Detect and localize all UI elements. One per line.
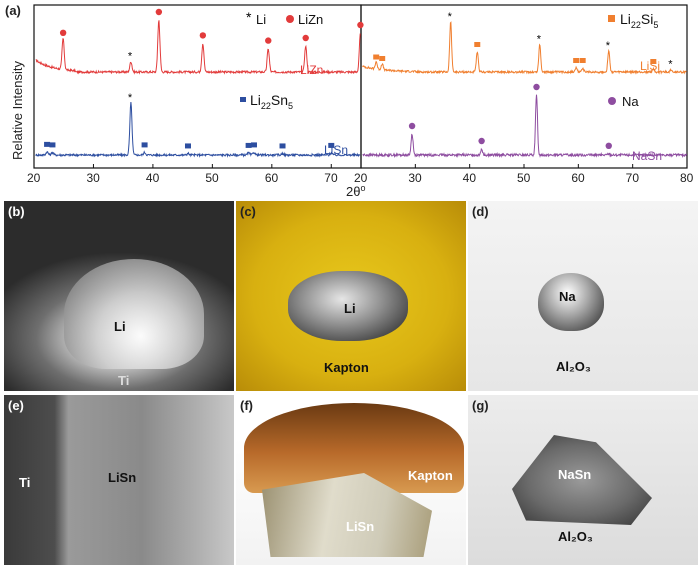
peak-marker-lisi-1 (379, 56, 386, 61)
photo-e-ti: Ti (19, 475, 31, 490)
panel-a-label: (a) (5, 3, 21, 18)
peak-marker-lizn-4 (265, 37, 272, 44)
xrd-line-lisn (35, 102, 361, 158)
x-tick-label-right-2: 40 (463, 171, 477, 185)
x-tick-label-left-0: 20 (27, 171, 41, 185)
xrd-line-lizn (35, 20, 361, 75)
peak-marker-nasn-0 (408, 122, 416, 130)
photo-b-li: Li (114, 319, 126, 334)
xrd-line-nasn (362, 94, 687, 159)
photo-d-droplet (538, 273, 604, 331)
peak-marker-lisi-2: * (448, 11, 453, 23)
peak-marker-lisi-9: * (668, 59, 673, 71)
x-tick-label-right-4: 60 (571, 171, 585, 185)
peak-marker-lisi-6 (579, 58, 586, 63)
panel-c-label: (c) (240, 204, 256, 219)
photo-b-ti: Ti (118, 373, 130, 388)
panel-d-label: (d) (472, 204, 489, 219)
peak-marker-lisn-0 (44, 141, 51, 147)
peak-marker-lisn-3 (141, 142, 148, 148)
peak-marker-lizn-2 (155, 8, 163, 16)
legend-lizn-label: LiZn (298, 12, 323, 27)
x-tick-label-right-5: 70 (626, 171, 640, 185)
photo-d-na: Na (559, 289, 576, 304)
x-tick-label-left-3: 50 (205, 171, 219, 185)
x-tick-label-right-6: 80 (680, 171, 694, 185)
xrd-figure: (a) Relative Intensity * * * * * * 20 30 40 50 60… (5, 3, 694, 199)
photo-d-al2o3: Al₂O₃ (556, 359, 591, 374)
photo-f-kapton: Kapton (408, 468, 453, 483)
legend-li22sn5-label: Li22Sn5 (250, 92, 293, 111)
series-label-lizn: LiZn (300, 63, 323, 77)
photo-g: (g) NaSn Al₂O₃ (468, 395, 698, 565)
panel-g-label: (g) (472, 398, 489, 413)
peak-marker-lizn-5 (302, 34, 309, 42)
legend-na-marker (608, 97, 616, 105)
peak-marker-lisn-7 (279, 143, 286, 149)
legend-li-label: Li (256, 12, 266, 27)
peak-marker-lisn-5 (245, 142, 252, 148)
peak-marker-lisi-5 (573, 58, 580, 63)
photo-f: (f) Kapton LiSn (236, 395, 466, 565)
legend-li22sn5-marker (240, 97, 246, 102)
xrd-line-lisi (362, 21, 687, 75)
photo-c-blob (288, 271, 408, 341)
photo-g-nasn: NaSn (558, 467, 592, 482)
x-tick-label-left-2: 40 (146, 171, 160, 185)
photo-d: (d) Na Al₂O₃ (468, 201, 698, 391)
peak-marker-nasn-2 (533, 83, 540, 91)
peak-marker-nasn-3 (605, 142, 612, 149)
series-label-lisn: LiSn (324, 143, 348, 157)
legend-star-li: * (246, 9, 252, 25)
x-tick-label-left-1: 30 (86, 171, 100, 185)
photo-f-lisn: LiSn (346, 519, 375, 534)
legend-na-label: Na (622, 94, 639, 109)
peak-marker-lisi-8 (650, 59, 657, 64)
legend-li22si5-marker (608, 15, 615, 22)
x-tick-label-right-0: 20 (354, 171, 368, 185)
photo-b-blob (64, 259, 204, 369)
peak-marker-lizn-1: * (128, 51, 133, 63)
peak-marker-lisi-7: * (606, 40, 611, 52)
panel-b-label: (b) (8, 204, 25, 219)
x-tick-label-right-1: 30 (408, 171, 422, 185)
photo-e: (e) Ti LiSn (4, 395, 234, 565)
series-label-lisi: LiSi (640, 59, 660, 73)
peak-marker-lisi-4: * (537, 34, 542, 46)
x-tick-label-left-5: 70 (324, 171, 338, 185)
legend-lizn-marker (286, 15, 294, 23)
peak-marker-lizn-3 (199, 32, 207, 39)
peak-marker-lisn-4 (184, 143, 191, 149)
photo-b: (b) Li Ti (4, 201, 234, 391)
photo-g-al2o3: Al₂O₃ (558, 529, 593, 544)
x-axis-label: 2θo (346, 183, 365, 199)
series-label-nasn: NaSn (632, 149, 662, 163)
peak-marker-lisi-3 (474, 42, 481, 47)
x-tick-label-left-4: 60 (265, 171, 279, 185)
photo-c-kapton: Kapton (324, 360, 369, 375)
peak-marker-lisn-6 (250, 142, 257, 148)
peak-marker-lisn-1 (49, 142, 56, 148)
peak-marker-lisi-0 (373, 54, 380, 60)
peak-marker-lizn-6 (357, 21, 364, 29)
photo-c: (c) Li Kapton (236, 201, 466, 391)
legend-li22si5-label: Li22Si5 (620, 11, 658, 30)
left-plot-frame (33, 4, 362, 169)
peak-marker-lizn-0 (59, 29, 67, 36)
y-axis-label: Relative Intensity (10, 61, 25, 160)
peak-marker-lisn-2: * (128, 92, 133, 104)
photo-c-li: Li (344, 301, 356, 316)
photo-e-lisn: LiSn (108, 470, 137, 485)
peak-marker-nasn-1 (478, 137, 485, 145)
panel-f-label: (f) (240, 398, 253, 413)
x-tick-label-right-3: 50 (517, 171, 531, 185)
panel-e-label: (e) (8, 398, 24, 413)
peak-marker-lisn-8 (328, 142, 335, 148)
